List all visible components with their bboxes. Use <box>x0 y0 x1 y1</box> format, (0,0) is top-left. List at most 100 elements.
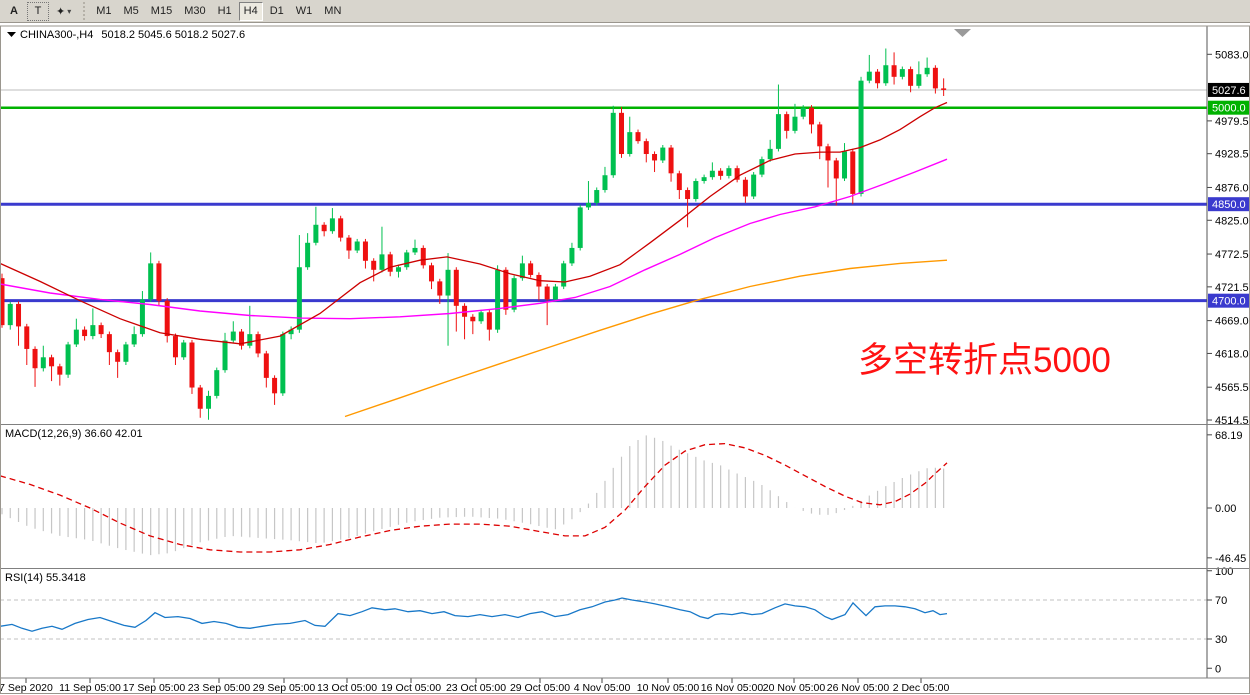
candle-body <box>16 303 22 327</box>
tf-button-mn[interactable]: MN <box>319 1 347 21</box>
candle-body <box>305 242 311 268</box>
candle-body <box>98 325 104 335</box>
candle-body <box>181 342 187 358</box>
time-tick-label: 20 Nov 05:00 <box>763 682 826 694</box>
macd-tick-label: 0.00 <box>1215 503 1236 515</box>
toolbar-separator <box>80 1 88 21</box>
price-tick-label: 4514.5 <box>1215 415 1249 427</box>
time-axis: 7 Sep 2020 11 Sep 05:00 17 Sep 05:00 23 Sep… <box>0 678 949 694</box>
candle-body <box>338 218 344 238</box>
tf-button-h4[interactable]: H4 <box>238 1 263 21</box>
candle-body <box>511 278 517 310</box>
candle-body <box>346 237 352 251</box>
ma-slow-orange-line <box>344 259 948 418</box>
rsi-panel[interactable] <box>0 597 1207 640</box>
ma-medium-magenta-line <box>0 158 948 320</box>
candle-body <box>40 357 46 369</box>
candle-body <box>817 124 823 147</box>
candle-body <box>7 303 13 326</box>
candle-body <box>429 265 435 282</box>
candle-body <box>883 65 889 84</box>
macd-label: MACD(12,26,9) 36.60 42.01 <box>5 428 143 440</box>
tf-button-w1[interactable]: W1 <box>290 1 318 21</box>
price-badge-label: 4700.0 <box>1212 296 1246 308</box>
toolbar-button-a[interactable]: A <box>3 1 25 21</box>
price-tick-label: 4825.0 <box>1215 215 1249 227</box>
candle-body <box>82 329 88 337</box>
candle-body <box>552 286 558 300</box>
candle-body <box>453 269 459 306</box>
candle-body <box>899 69 905 77</box>
candle-body <box>850 151 856 194</box>
candle-body <box>329 218 335 232</box>
tf-button-m30[interactable]: M30 <box>179 1 211 21</box>
time-tick-label: 23 Oct 05:00 <box>446 682 506 694</box>
tf-button-m1[interactable]: M1 <box>91 1 117 21</box>
time-tick-label: 16 Nov 05:00 <box>701 682 764 694</box>
candle-body <box>561 263 567 287</box>
rsi-tick-label: 70 <box>1215 595 1227 607</box>
tf-button-d1[interactable]: D1 <box>264 1 289 21</box>
time-tick-label: 11 Sep 05:00 <box>59 682 121 694</box>
candle-body <box>652 154 658 161</box>
candle-body <box>833 160 839 179</box>
candle-body <box>172 336 178 358</box>
indicators-dropdown-button[interactable]: ✦ ▾ <box>51 1 77 21</box>
candle-body <box>239 331 245 346</box>
scroll-shift-marker-icon[interactable] <box>954 29 971 37</box>
tf-button-m5[interactable]: M5 <box>118 1 144 21</box>
macd-histogram <box>1 435 945 556</box>
candle-body <box>362 241 368 261</box>
ma-fast-red-line <box>0 101 948 345</box>
candle-body <box>395 267 401 272</box>
candle-body <box>808 107 814 125</box>
candle-body <box>354 241 360 251</box>
candle-body <box>371 260 377 270</box>
price-badge <box>1208 293 1250 308</box>
rsi-tick-label: 100 <box>1215 566 1233 578</box>
candle-body <box>875 71 881 84</box>
main-price-panel[interactable] <box>0 48 1207 420</box>
rsi-line <box>0 597 948 632</box>
candle-body <box>404 252 410 268</box>
price-badge <box>1208 197 1250 212</box>
candle-body <box>32 348 38 369</box>
tf-button-m15[interactable]: M15 <box>145 1 178 21</box>
price-tick-label: 5083.0 <box>1215 49 1249 61</box>
price-badge-label: 5000.0 <box>1212 103 1246 115</box>
time-tick-label: 23 Sep 05:00 <box>188 682 251 694</box>
rsi-tick-label: 30 <box>1215 634 1227 646</box>
chart-title: CHINA300-,H4 5018.2 5045.6 5018.2 5027.6 <box>20 29 245 41</box>
candle-body <box>767 148 773 160</box>
candle-body <box>866 71 872 81</box>
chart-area[interactable]: 5083.0 4979.5 4928.5 4876.0 4825.0 4772.5 4721… <box>0 23 1250 695</box>
candle-body <box>932 67 938 89</box>
macd-panel[interactable] <box>0 435 948 556</box>
price-tick-label: 4928.5 <box>1215 149 1249 161</box>
candle-body <box>0 278 5 326</box>
candle-body <box>751 174 757 197</box>
candle-body <box>115 352 121 362</box>
toolbar-button-t[interactable]: T <box>27 1 49 21</box>
candle-body <box>726 168 732 176</box>
annotation-text[interactable]: 多空转折点5000 <box>858 341 1111 380</box>
candle-body <box>585 202 591 208</box>
candle-body <box>577 207 583 248</box>
tf-button-h1[interactable]: H1 <box>212 1 237 21</box>
time-tick-label: 10 Nov 05:00 <box>637 682 700 694</box>
candle-body <box>734 168 740 180</box>
candle-body <box>643 141 649 155</box>
price-badge <box>1208 82 1250 97</box>
time-tick-label: 19 Oct 05:00 <box>381 682 441 694</box>
candle-body <box>139 299 145 335</box>
candle-body <box>891 65 897 77</box>
price-tick-label: 4772.5 <box>1215 249 1249 261</box>
dropdown-caret-icon: ▾ <box>67 6 72 16</box>
price-badge-label: 4850.0 <box>1212 199 1246 211</box>
macd-tick-label: 68.19 <box>1215 430 1243 442</box>
price-badge-label: 5027.6 <box>1212 85 1246 97</box>
candle-body <box>189 342 195 388</box>
candle-body <box>156 263 162 301</box>
title-dropdown-icon[interactable] <box>7 32 16 37</box>
candle-body <box>280 334 286 394</box>
